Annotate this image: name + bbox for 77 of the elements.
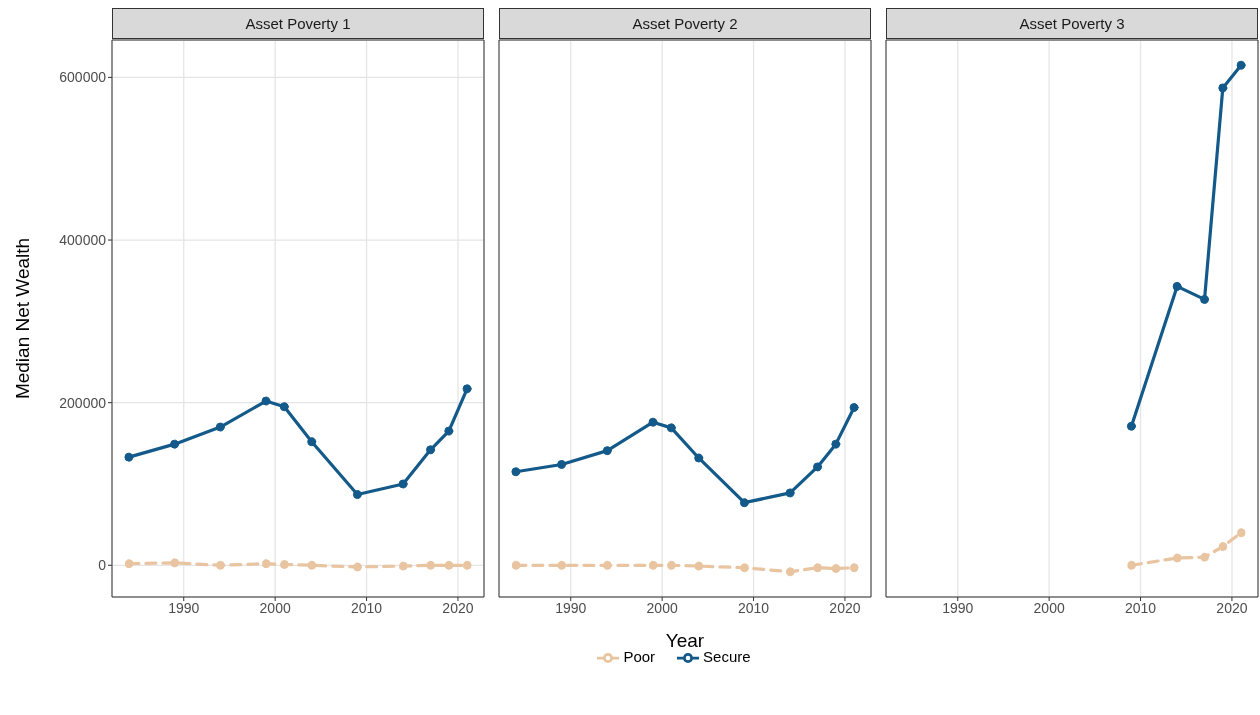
point	[694, 561, 704, 571]
point	[1218, 83, 1228, 93]
point	[849, 563, 859, 573]
point	[462, 384, 472, 394]
point	[602, 560, 612, 570]
x-tick-label: 2010	[350, 599, 383, 616]
x-tick-label: 2000	[259, 599, 291, 616]
point	[215, 560, 225, 570]
point	[648, 417, 658, 427]
point	[398, 561, 408, 571]
point	[1172, 281, 1182, 291]
chart-title: Asset Poverty 3	[886, 8, 1258, 39]
point	[739, 563, 749, 573]
y-tick-label: 400000	[59, 232, 107, 248]
point	[261, 396, 271, 406]
x-axis-title: Year	[665, 630, 705, 651]
chart-title: Asset Poverty 2	[499, 8, 871, 39]
point	[1236, 60, 1246, 70]
point	[1218, 542, 1228, 552]
point	[739, 498, 749, 508]
point	[694, 453, 704, 463]
point	[170, 439, 180, 449]
point	[557, 459, 567, 469]
y-tick-label: 0	[98, 557, 107, 574]
point	[1200, 294, 1210, 304]
x-tick-label: 2010	[1124, 599, 1157, 616]
y-tick-label: 200000	[59, 394, 107, 411]
point	[261, 559, 271, 569]
x-tick-label: 2020	[829, 599, 861, 616]
point	[1172, 553, 1182, 563]
point	[602, 446, 612, 456]
point	[666, 560, 676, 570]
point	[831, 439, 841, 449]
chart-title: Asset Poverty 1	[112, 8, 484, 39]
point	[462, 560, 472, 570]
x-tick-label: 1990	[942, 599, 974, 616]
point	[279, 402, 289, 412]
point	[785, 567, 795, 577]
x-tick-label: 2000	[1033, 599, 1065, 616]
point	[124, 452, 134, 462]
x-tick-label: 2020	[442, 599, 474, 616]
point	[511, 467, 521, 477]
point	[124, 559, 134, 569]
point	[511, 560, 521, 570]
point	[1236, 528, 1246, 538]
x-tick-label: 2020	[1216, 599, 1248, 616]
point	[398, 479, 408, 489]
y-tick-label: 600000	[59, 69, 107, 86]
point	[307, 437, 317, 447]
x-tick-label: 2000	[646, 599, 678, 616]
point	[444, 426, 454, 436]
point	[1126, 421, 1136, 431]
x-tick-label: 2010	[737, 599, 770, 616]
y-axis-title: Median Net Wealth	[11, 237, 33, 400]
point	[557, 560, 567, 570]
point	[1126, 560, 1136, 570]
point	[666, 423, 676, 433]
point	[831, 564, 841, 574]
point	[352, 562, 362, 572]
x-tick-label: 1990	[168, 599, 200, 616]
legend-label: Secure	[703, 647, 751, 665]
x-tick-label: 1990	[555, 599, 587, 616]
point	[813, 563, 823, 573]
point	[648, 560, 658, 570]
point	[849, 403, 859, 413]
point	[813, 462, 823, 472]
point	[215, 422, 225, 432]
point	[279, 559, 289, 569]
point	[352, 490, 362, 500]
point	[444, 560, 454, 570]
point	[426, 445, 436, 455]
point	[1200, 552, 1210, 562]
point	[785, 488, 795, 498]
point	[307, 560, 317, 570]
point	[426, 560, 436, 570]
point	[170, 558, 180, 568]
legend-label: Poor	[623, 647, 656, 665]
